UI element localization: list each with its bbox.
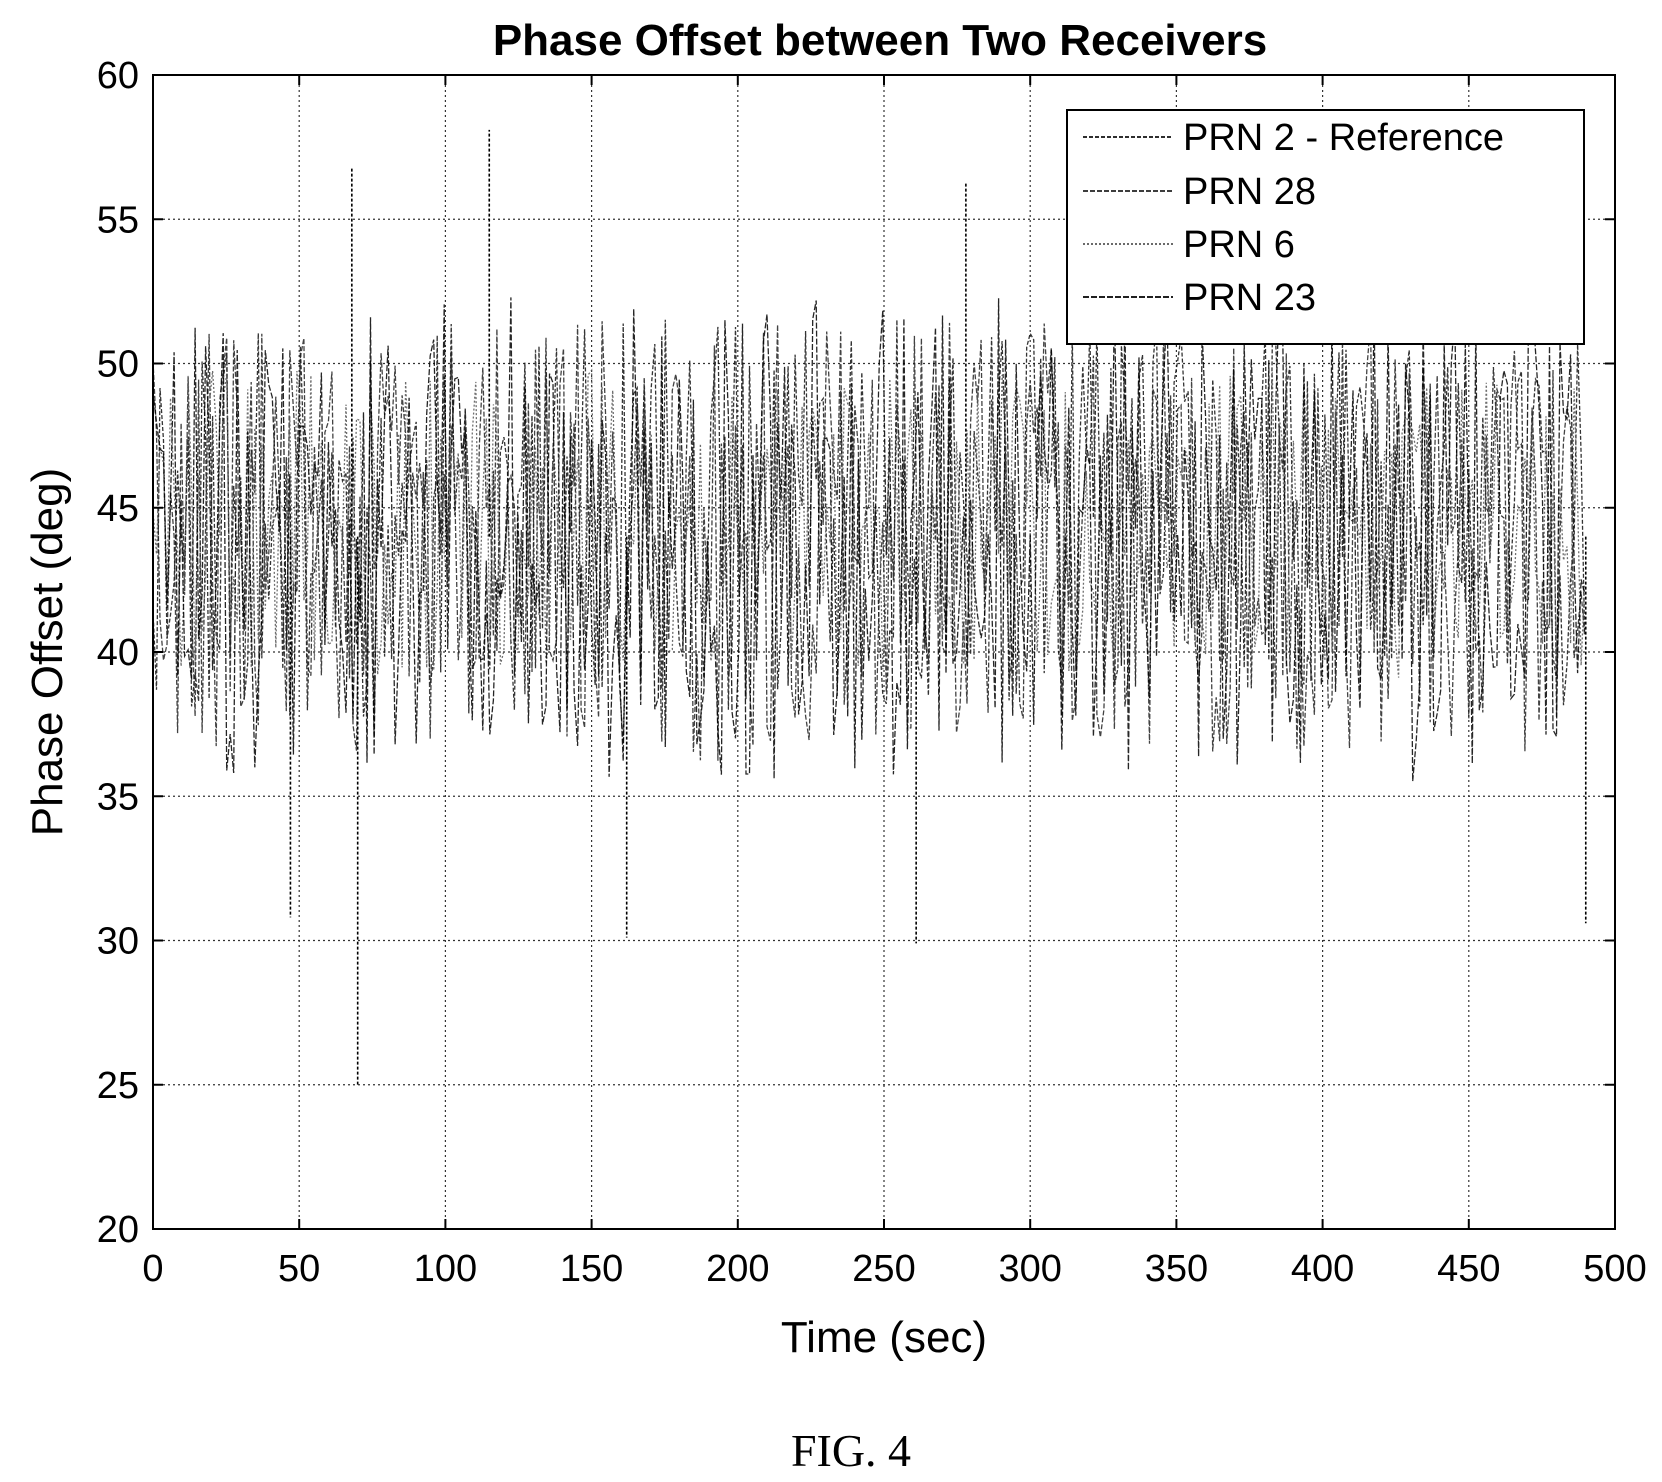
series-layer [152,129,1587,1085]
figure-caption: FIG. 4 [791,1425,911,1476]
series-line-4 [152,295,1586,782]
x-tick-label: 0 [142,1248,163,1290]
y-axis-ticks: 20 25 30 35 40 45 50 55 60 [97,55,1615,1251]
x-axis-ticks: 0 50 100 150 200 250 300 350 400 450 500 [142,75,1647,1290]
series-line-3 [152,364,1586,678]
y-tick-label: 45 [97,488,139,530]
y-tick-label: 35 [97,776,139,818]
legend-label: PRN 28 [1183,171,1316,213]
y-tick-label: 50 [97,344,139,386]
x-tick-label: 100 [414,1248,477,1290]
x-axis-label: Time (sec) [781,1313,987,1362]
y-tick-label: 30 [97,921,139,963]
x-tick-label: 300 [998,1248,1061,1290]
x-tick-label: 150 [560,1248,623,1290]
x-tick-label: 200 [706,1248,769,1290]
x-tick-label: 500 [1583,1248,1646,1290]
series-line-1 [152,319,1586,717]
legend-label: PRN 23 [1183,277,1316,319]
y-tick-label: 20 [97,1209,139,1251]
x-tick-label: 50 [278,1248,320,1290]
legend-items: PRN 2 - Reference PRN 28 PRN 6 PRN 23 [1083,117,1504,319]
x-tick-label: 250 [852,1248,915,1290]
y-tick-label: 40 [97,632,139,674]
chart-title: Phase Offset between Two Receivers [493,16,1267,65]
legend: PRN 2 - Reference PRN 28 PRN 6 PRN 23 [1066,109,1585,345]
y-tick-label: 55 [97,199,139,241]
y-tick-label: 25 [97,1065,139,1107]
legend-label: PRN 2 - Reference [1183,117,1504,159]
y-tick-label: 60 [97,55,139,97]
x-tick-label: 400 [1291,1248,1354,1290]
y-axis-label: Phase Offset (deg) [23,468,72,837]
x-tick-label: 450 [1437,1248,1500,1290]
legend-box [1066,109,1585,345]
x-tick-label: 350 [1145,1248,1208,1290]
legend-label: PRN 6 [1183,224,1295,266]
